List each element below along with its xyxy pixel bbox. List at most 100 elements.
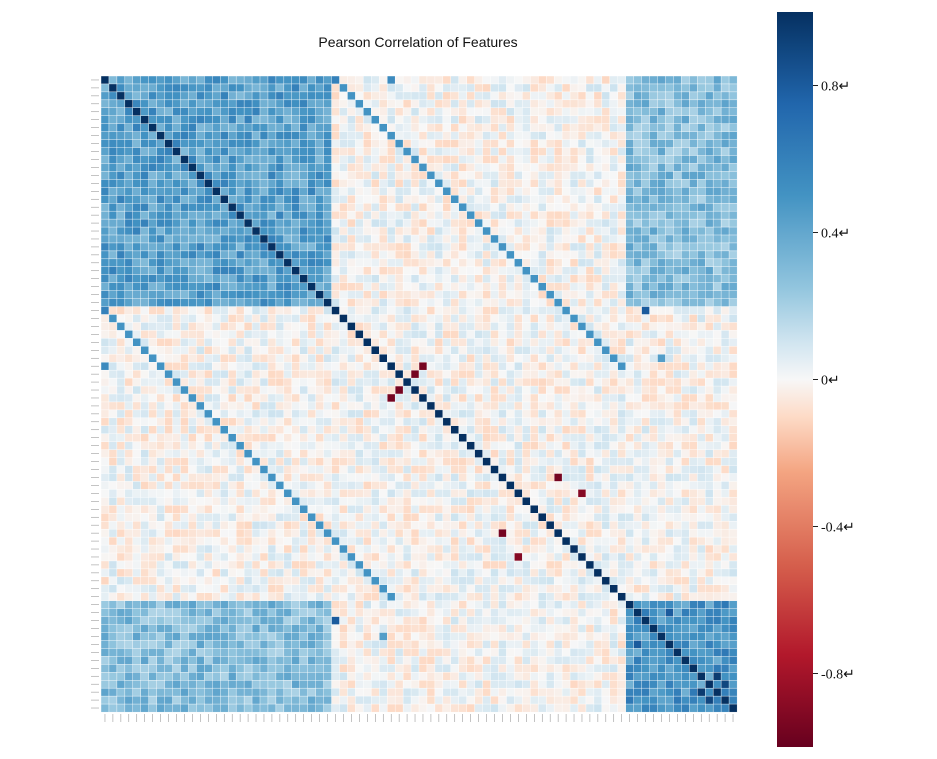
heatmap-cell <box>442 521 452 530</box>
heatmap-cell <box>259 139 269 148</box>
heatmap-cell <box>339 568 348 578</box>
heatmap-cell <box>227 497 237 506</box>
heatmap-cell <box>243 354 253 363</box>
heatmap-cell <box>625 560 635 570</box>
heatmap-cell <box>259 568 269 578</box>
heatmap-cell <box>355 139 364 148</box>
heatmap-cell <box>633 552 642 562</box>
heatmap-cell <box>116 552 126 562</box>
heatmap-cell <box>633 202 642 212</box>
heatmap-cell <box>728 83 738 93</box>
heatmap-cell <box>673 258 682 268</box>
heatmap-cell <box>617 369 627 379</box>
heatmap-cell <box>617 75 627 85</box>
heatmap-cell <box>379 481 388 490</box>
heatmap-cell <box>649 465 658 474</box>
heatmap-cell <box>585 449 595 458</box>
heatmap-cell <box>458 489 468 498</box>
heatmap-cell <box>299 290 309 299</box>
heatmap-cell <box>283 83 293 93</box>
heatmap-cell <box>720 338 730 347</box>
heatmap-cell <box>426 322 436 331</box>
heatmap-cell <box>204 210 213 220</box>
heatmap-cell <box>283 171 293 180</box>
heatmap-cell <box>323 560 332 570</box>
heatmap-cell <box>188 330 197 339</box>
heatmap-cell <box>538 433 547 443</box>
heatmap-cell <box>633 362 642 371</box>
heatmap-cell <box>227 91 237 101</box>
heatmap-cell <box>212 75 221 85</box>
heatmap-cell <box>434 552 444 562</box>
heatmap-cell <box>251 568 261 578</box>
heatmap-cell <box>681 163 690 172</box>
heatmap-cell <box>188 338 197 347</box>
heatmap-cell <box>553 505 563 514</box>
heatmap-cell <box>641 155 650 164</box>
heatmap-cell <box>712 298 722 307</box>
heatmap-cell <box>681 330 690 339</box>
heatmap-cell <box>172 489 181 498</box>
heatmap-cell <box>283 99 293 109</box>
heatmap-cell <box>140 362 150 371</box>
heatmap-cell <box>315 441 324 451</box>
heatmap-cell <box>394 99 404 109</box>
heatmap-cell <box>649 266 658 276</box>
heatmap-cell <box>569 441 579 451</box>
heatmap-cell <box>720 123 730 132</box>
heatmap-cell <box>188 449 197 458</box>
heatmap-cell <box>649 195 658 204</box>
heatmap-cell <box>514 234 523 244</box>
heatmap-cell <box>188 139 197 148</box>
heatmap-cell <box>530 354 539 363</box>
heatmap-cell <box>593 131 603 140</box>
heatmap-cell <box>355 91 364 101</box>
heatmap-cell <box>299 417 309 427</box>
heatmap-cell <box>514 465 523 474</box>
heatmap-cell <box>371 433 380 443</box>
heatmap-cell <box>418 433 428 443</box>
heatmap-cell <box>100 75 110 85</box>
heatmap-cell <box>275 473 285 482</box>
heatmap-cell <box>243 202 253 212</box>
heatmap-cell <box>442 473 452 482</box>
heatmap-cell <box>498 330 507 339</box>
heatmap-cell <box>673 163 682 172</box>
heatmap-cell <box>442 425 452 435</box>
heatmap-cell <box>387 226 396 236</box>
heatmap-cell <box>180 234 189 244</box>
heatmap-cell <box>546 513 555 522</box>
heatmap-cell <box>387 107 396 117</box>
heatmap-cell <box>283 258 293 268</box>
heatmap-cell <box>188 75 197 85</box>
heatmap-cell <box>132 354 142 363</box>
heatmap-cell <box>196 139 205 148</box>
heatmap-cell <box>633 393 642 403</box>
heatmap-cell <box>204 425 213 435</box>
heatmap-cell <box>331 568 340 578</box>
heatmap-cell <box>331 385 340 395</box>
heatmap-cell <box>339 195 348 204</box>
heatmap-cell <box>180 449 189 458</box>
heatmap-cell <box>442 385 452 395</box>
heatmap-cell <box>593 314 603 323</box>
heatmap-cell <box>148 163 157 172</box>
heatmap-cell <box>697 274 706 284</box>
heatmap-cell <box>387 369 396 379</box>
heatmap-cell <box>538 75 547 85</box>
heatmap-cell <box>275 401 285 411</box>
heatmap-cell <box>649 298 658 307</box>
heatmap-cell <box>140 441 150 451</box>
heatmap-cell <box>506 385 515 395</box>
heatmap-cell <box>347 115 356 125</box>
heatmap-cell <box>299 131 309 140</box>
heatmap-cell <box>720 417 730 427</box>
heatmap-cell <box>569 322 579 331</box>
heatmap-cell <box>482 513 491 522</box>
heatmap-cell <box>315 75 324 85</box>
heatmap-cell <box>506 163 515 172</box>
heatmap-cell <box>188 234 197 244</box>
heatmap-cell <box>323 202 332 212</box>
heatmap-cell <box>641 218 650 228</box>
heatmap-cell <box>665 314 674 323</box>
